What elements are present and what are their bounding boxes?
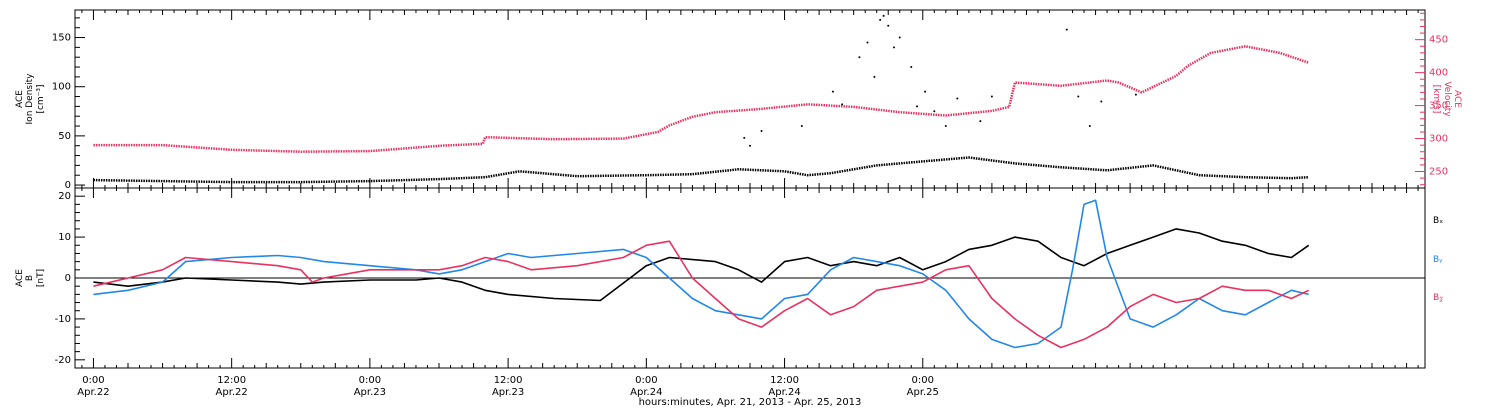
bottom-left-label-line-1: ACE — [15, 269, 25, 287]
bottom-left-tick-label: 0 — [65, 273, 71, 284]
x-axis-title: hours:minutes, Apr. 21, 2013 - Apr. 25, … — [639, 397, 862, 408]
density-outlier-point — [1134, 93, 1137, 96]
top-left-tick-label: 100 — [52, 82, 71, 93]
density-series-line — [93, 156, 1309, 184]
top-left-tick-label: 0 — [65, 180, 71, 191]
top-left-tick-label: 50 — [58, 131, 71, 142]
bx-series-line — [93, 228, 1310, 302]
density-outlier-point — [916, 105, 919, 108]
top-right-tick-label: 350 — [1429, 101, 1448, 112]
top-right-label-line-3: [km/s] — [1431, 85, 1441, 114]
top-right-tick-label: 450 — [1429, 35, 1448, 46]
density-outlier-point — [990, 95, 993, 98]
x-axis: 0:00Apr.2212:00Apr.220:00Apr.2312:00Apr.… — [77, 10, 1419, 398]
top-right-label-line-1: ACE — [1452, 90, 1462, 108]
density-outlier-point — [1065, 28, 1068, 31]
x-tick-date-label: Apr.23 — [492, 387, 524, 398]
density-outlier-point — [1077, 95, 1080, 98]
top-left-axis-label: ACE Ion Density [cm⁻³] — [15, 73, 46, 125]
by-series-line — [93, 199, 1309, 349]
x-tick-date-label: Apr.23 — [354, 387, 386, 398]
x-tick-time-label: 12:00 — [494, 375, 523, 386]
top-right-tick-label: 300 — [1429, 134, 1448, 145]
x-tick-time-label: 12:00 — [217, 375, 246, 386]
top-series-group — [93, 14, 1310, 184]
density-outlier-point — [743, 136, 746, 139]
bottom-left-axis: -20 -10 0 10 20 — [55, 191, 1425, 366]
bottom-left-axis-label: ACE B [nT] — [15, 269, 46, 287]
bottom-series-group — [93, 199, 1310, 349]
legend-bz: B𝓏 — [1433, 293, 1444, 303]
x-tick-date-label: Apr.25 — [907, 387, 939, 398]
density-outlier-point — [749, 144, 751, 147]
top-left-tick-label: 150 — [52, 33, 71, 44]
density-outlier-point — [882, 14, 885, 17]
density-outlier-point — [933, 110, 936, 113]
top-right-label-line-2: Velocity — [1442, 81, 1452, 117]
density-outlier-point — [924, 90, 927, 93]
density-outlier-point — [1088, 125, 1091, 128]
top-left-axis: 0 50 100 150 — [52, 17, 85, 191]
legend-bx: Bₓ — [1433, 216, 1443, 226]
x-tick-date-label: Apr.24 — [630, 387, 662, 398]
top-right-tick-label: 400 — [1429, 68, 1448, 79]
density-outlier-point — [760, 129, 763, 132]
top-panel-frame — [74, 9, 1426, 189]
bottom-left-tick-label: 10 — [58, 232, 71, 243]
density-outlier-point — [873, 75, 876, 78]
top-left-label-line-1: ACE — [15, 90, 25, 108]
bottom-left-tick-label: -10 — [55, 314, 71, 325]
x-tick-time-label: 0:00 — [912, 375, 934, 386]
density-outlier-point — [866, 41, 869, 44]
top-right-axis-label: ACE Velocity [km/s] — [1431, 81, 1462, 117]
density-outlier-point — [898, 36, 901, 39]
density-outlier-point — [841, 103, 844, 106]
x-tick-date-label: Apr.24 — [768, 387, 800, 398]
density-outlier-point — [858, 56, 861, 59]
density-outlier-point — [892, 46, 895, 49]
density-outlier-point — [944, 125, 947, 128]
density-outlier-point — [910, 66, 913, 69]
bottom-left-label-line-2: B — [25, 275, 35, 281]
legend-by: Bᵧ — [1433, 255, 1443, 265]
density-outlier-point — [887, 24, 890, 27]
top-right-tick-label: 250 — [1429, 167, 1448, 178]
density-outlier-point — [831, 90, 834, 93]
x-tick-date-label: Apr.22 — [77, 387, 109, 398]
x-tick-time-label: 0:00 — [359, 375, 381, 386]
bottom-left-tick-label: -20 — [55, 355, 71, 366]
velocity-series-line — [93, 45, 1310, 153]
density-outlier-point — [1100, 100, 1103, 103]
bottom-left-label-line-3: [nT] — [36, 269, 46, 287]
density-outlier-point — [879, 18, 882, 21]
top-right-axis: 250 300 350 400 450 — [1415, 12, 1448, 186]
bottom-left-tick-label: 20 — [58, 191, 71, 202]
top-left-label-line-2: Ion Density — [25, 73, 35, 125]
x-tick-time-label: 12:00 — [770, 375, 799, 386]
density-outlier-point — [956, 97, 959, 100]
density-outlier-point — [800, 125, 803, 128]
x-tick-time-label: 0:00 — [82, 375, 104, 386]
density-outlier-point — [979, 120, 982, 123]
x-tick-date-label: Apr.22 — [216, 387, 248, 398]
bz-series-line — [93, 240, 1310, 349]
top-left-label-line-3: [cm⁻³] — [36, 84, 46, 113]
x-tick-time-label: 0:00 — [635, 375, 657, 386]
